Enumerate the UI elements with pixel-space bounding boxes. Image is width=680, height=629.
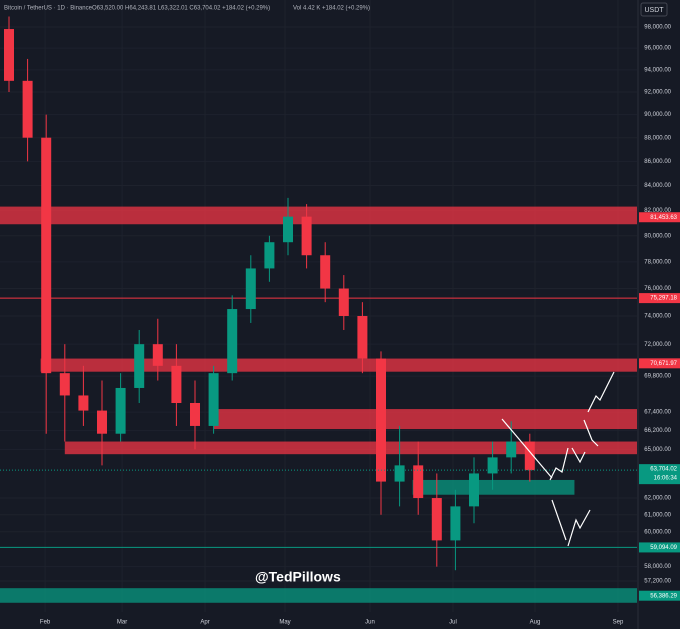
- candle-body: [524, 441, 535, 471]
- y-tick-label: 80,000.00: [644, 233, 671, 239]
- candle-body: [245, 268, 256, 310]
- ohlc: O63,520.00 H64,243.81 L63,322.01 C63,704…: [92, 6, 270, 12]
- x-tick-label: Feb: [40, 620, 51, 626]
- currency: USDT: [644, 7, 664, 14]
- candle-body: [469, 473, 479, 507]
- volume: Vol 4.42 K +184.02 (+0.29%): [293, 6, 370, 12]
- x-tick-label: Jun: [365, 620, 375, 626]
- plot: [0, 16, 638, 603]
- candle-body: [264, 242, 275, 269]
- price-label-box: [639, 542, 680, 553]
- price-label: 70,671.97: [650, 361, 677, 367]
- candle-body: [59, 373, 70, 396]
- candle-body: [413, 465, 424, 499]
- y-tick-label: 86,000.00: [644, 159, 671, 165]
- x-tick-label: Jul: [449, 620, 457, 626]
- y-tick-label: 82,000.00: [644, 208, 671, 214]
- candle-body: [152, 344, 163, 366]
- candle-body: [78, 395, 89, 411]
- candle-body: [357, 315, 368, 359]
- y-tick-label: 98,000.00: [644, 25, 671, 31]
- watermark: @TedPillows: [255, 569, 341, 585]
- candle-body: [22, 80, 33, 138]
- last-price-box: [639, 464, 680, 485]
- candle-body: [450, 506, 461, 541]
- candle-body: [301, 216, 312, 256]
- y-tick-label: 90,000.00: [644, 112, 671, 118]
- candle-body: [208, 373, 219, 426]
- zone: [412, 479, 575, 495]
- zone: [64, 441, 638, 455]
- candle-body: [283, 216, 293, 243]
- price-label-box: [639, 590, 680, 601]
- candle-body: [4, 29, 14, 81]
- currency-box: [640, 2, 668, 17]
- x-tick-label: Mar: [117, 620, 127, 626]
- y-tick-label: 92,000.00: [644, 90, 671, 96]
- y-tick-label: 65,000.00: [644, 447, 671, 453]
- y-tick-label: 88,000.00: [644, 135, 671, 141]
- price-label: 81,453.63: [650, 215, 677, 221]
- price-label: 59,094.09: [650, 545, 677, 551]
- zone: [0, 588, 637, 603]
- zone: [40, 358, 638, 372]
- zone: [213, 409, 637, 430]
- y-tick-label: 69,800.00: [644, 374, 671, 380]
- x-tick-label: May: [279, 620, 290, 626]
- price-label-box: [639, 212, 680, 223]
- y-tick-label: 74,000.00: [644, 314, 671, 320]
- y-tick-label: 61,000.00: [644, 512, 671, 518]
- x-tick-label: Aug: [530, 620, 541, 626]
- candle-body: [338, 288, 349, 316]
- candle-body: [376, 358, 386, 482]
- candle-body: [487, 457, 498, 474]
- candle-body: [115, 387, 126, 434]
- candle-body: [394, 465, 405, 482]
- last-price-label: 63,704.02: [650, 467, 677, 473]
- candle-body: [320, 255, 331, 289]
- y-tick-label: 76,000.00: [644, 286, 671, 292]
- candle-body: [97, 410, 107, 434]
- candle-body: [41, 137, 52, 374]
- price-label-box: [639, 358, 680, 369]
- y-tick-label: 67,400.00: [644, 410, 671, 416]
- y-tick-label: 60,000.00: [644, 529, 671, 535]
- countdown: 16:06:34: [654, 476, 678, 482]
- x-tick-label: Apr: [200, 620, 209, 626]
- y-tick-label: 72,000.00: [644, 342, 671, 348]
- candle-body: [506, 441, 517, 458]
- price-label: 75,297.18: [650, 296, 677, 302]
- symbol-title: Bitcoin / TetherUS · 1D · Binance: [4, 6, 93, 12]
- y-tick-label: 96,000.00: [644, 46, 671, 52]
- x-tick-label: Sep: [613, 620, 624, 626]
- y-tick-label: 66,200.00: [644, 428, 671, 434]
- candle-body: [431, 498, 442, 541]
- candle-body: [227, 309, 238, 374]
- annotations: [501, 371, 615, 547]
- y-tick-label: 58,000.00: [644, 564, 671, 570]
- candle-body: [134, 344, 145, 388]
- price-label: 56,386.29: [650, 593, 677, 599]
- y-tick-label: 62,000.00: [644, 496, 671, 502]
- candle-body: [190, 402, 200, 426]
- y-tick-label: 94,000.00: [644, 67, 671, 73]
- y-tick-label: 78,000.00: [644, 259, 671, 265]
- zone: [0, 206, 637, 225]
- y-tick-label: 57,200.00: [644, 579, 671, 585]
- y-tick-label: 84,000.00: [644, 183, 671, 189]
- price-label-box: [639, 293, 680, 304]
- candle-body: [171, 365, 182, 403]
